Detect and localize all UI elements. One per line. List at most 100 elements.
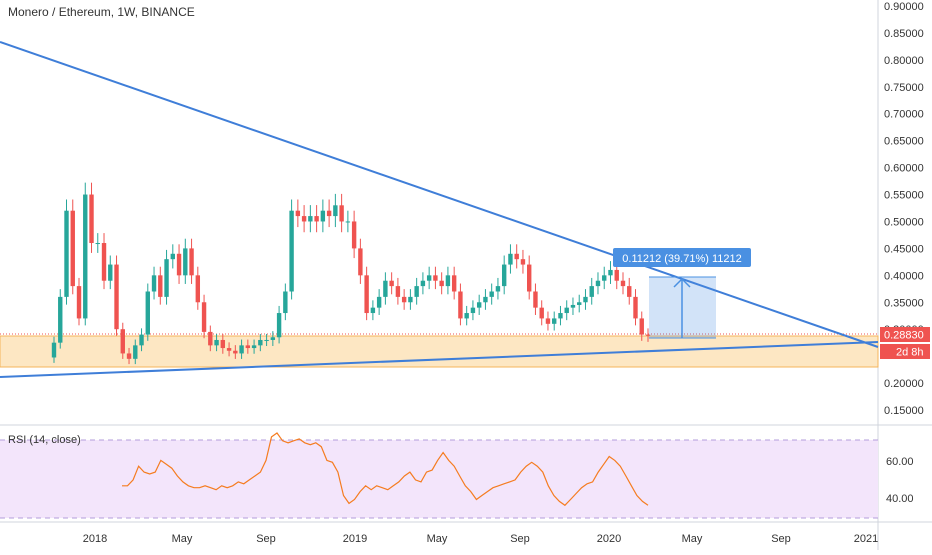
candle-body	[489, 291, 494, 297]
candle-body	[570, 304, 576, 308]
price-tick-label: 0.70000	[884, 109, 924, 121]
candle-body	[426, 275, 432, 281]
measure-label: 0.11212 (39.71%) 11212	[622, 253, 741, 265]
candle-body	[370, 307, 376, 314]
candle-body	[120, 329, 125, 354]
measure-label-box	[613, 248, 751, 267]
time-axis-label: 2019	[343, 533, 367, 545]
candle-body	[276, 313, 282, 338]
candle-body	[245, 345, 251, 349]
candle-body	[76, 286, 82, 319]
candle-body	[114, 264, 119, 330]
price-tick-label: 0.80000	[884, 55, 924, 67]
countdown-label: 2d 8h	[896, 347, 924, 359]
candle-body	[389, 280, 394, 287]
candle-body	[270, 337, 276, 340]
candle-body	[314, 216, 319, 222]
candle-body	[445, 275, 451, 287]
candle-body	[264, 339, 269, 341]
candle-body	[133, 345, 138, 359]
price-tick-label: 0.85000	[884, 28, 924, 40]
candle-body	[552, 318, 557, 324]
candle-body	[158, 275, 163, 297]
rsi-tick-40: 40.00	[886, 493, 914, 505]
candle-body	[214, 339, 219, 346]
candle-body	[201, 302, 207, 332]
chart-title: Monero / Ethereum, 1W, BINANCE	[8, 5, 195, 19]
time-axis-label: 2021	[854, 533, 878, 545]
last-price-label: 0.28830	[884, 330, 924, 342]
candle-body	[351, 221, 357, 249]
candle-body	[64, 210, 69, 297]
price-tick-label: 0.65000	[884, 136, 924, 148]
candle-body	[301, 216, 307, 222]
candle-body	[433, 275, 438, 281]
candle-body	[333, 205, 338, 217]
price-tick-label: 0.75000	[884, 82, 924, 94]
candle-body	[108, 264, 113, 281]
candle-body	[545, 318, 551, 324]
time-axis-label: 2018	[83, 533, 107, 545]
candle-body	[383, 280, 388, 297]
candle-body	[564, 307, 569, 314]
descending-trendline[interactable]	[0, 41, 879, 348]
candle-body	[439, 280, 444, 287]
candle-body	[583, 296, 588, 303]
candle-body	[533, 291, 538, 308]
price-tick-label: 0.50000	[884, 216, 924, 228]
candle-body	[401, 296, 407, 303]
candle-body	[220, 339, 226, 349]
candle-body	[89, 194, 94, 244]
candle-body	[58, 296, 63, 343]
rsi-band	[0, 440, 878, 518]
measure-arrow-head-icon	[673, 277, 691, 288]
candle-body	[514, 253, 519, 260]
candle-body	[620, 280, 626, 287]
candle-body	[345, 221, 351, 223]
price-tick-label: 0.55000	[884, 190, 924, 202]
candle-body	[627, 286, 632, 297]
candle-body	[183, 248, 188, 276]
candle-body	[602, 275, 607, 281]
candle-body	[195, 275, 201, 303]
candle-body	[258, 339, 263, 346]
price-tick-label: 0.45000	[884, 243, 924, 255]
candle-body	[589, 286, 594, 297]
candle-body	[595, 280, 601, 287]
time-axis-label: May	[172, 533, 193, 545]
candle-body	[501, 264, 507, 287]
candle-body	[420, 280, 426, 287]
candle-body	[95, 243, 100, 245]
candle-body	[101, 243, 107, 281]
candle-body	[233, 350, 238, 354]
price-tick-label: 0.35000	[884, 297, 924, 309]
candle-body	[639, 318, 644, 335]
candle-body	[151, 275, 157, 292]
candle-body	[70, 210, 75, 287]
time-axis-label: 2020	[597, 533, 621, 545]
candle-body	[239, 345, 244, 354]
candle-body	[145, 291, 150, 335]
candle-body	[414, 286, 419, 297]
time-axis[interactable]: 2018 May Sep 2019 May Sep 2020 May Sep 2021	[83, 533, 878, 545]
rsi-line	[122, 432, 649, 507]
candle-body	[320, 210, 326, 222]
candle-body	[176, 253, 182, 276]
candle-body	[376, 296, 382, 308]
candle-body	[139, 334, 144, 346]
rsi-tick-60: 60.00	[886, 456, 914, 468]
candle-body	[251, 345, 257, 349]
price-tick-label: 0.20000	[884, 378, 924, 390]
candle-body	[339, 205, 344, 222]
ascending-trendline[interactable]	[0, 341, 879, 378]
candle-body	[558, 313, 563, 319]
candle-body	[208, 331, 213, 346]
candle-body	[614, 269, 619, 281]
candle-body	[289, 210, 294, 292]
price-tick-label: 0.60000	[884, 163, 924, 175]
time-axis-label: Sep	[256, 533, 276, 545]
candles-group	[51, 182, 651, 365]
support-zone[interactable]	[0, 335, 879, 368]
price-axis[interactable]: 0.90000 0.85000 0.80000 0.75000 0.70000 0.650…	[884, 1, 924, 417]
